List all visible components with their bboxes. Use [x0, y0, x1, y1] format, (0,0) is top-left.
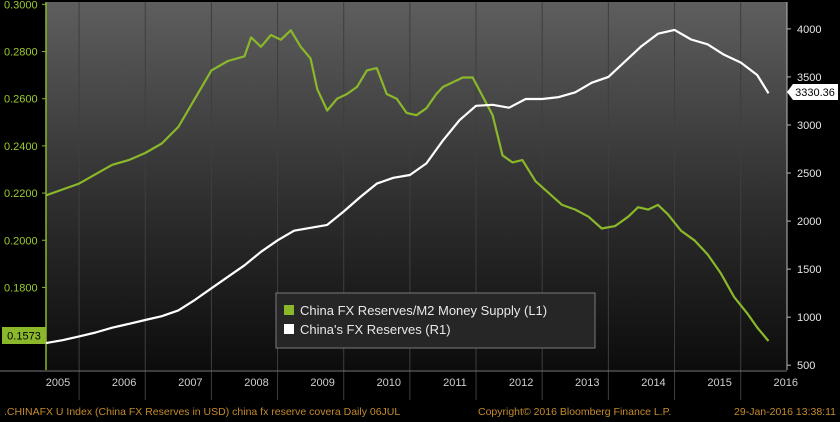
right-tick-label: 2500 — [797, 168, 821, 180]
legend: China FX Reserves/M2 Money Supply (L1) C… — [275, 292, 596, 349]
x-axis-ticks: 2005 2006 2007 2008 2009 2010 2011 2012 2013 2014… — [46, 377, 798, 389]
left-tick-label: 0.2600 — [4, 94, 38, 106]
left-tick-label: 0.2200 — [4, 188, 38, 200]
right-tick-label: 500 — [797, 360, 815, 372]
last-value-left: 0.1573 — [7, 331, 41, 343]
vertical-gridlines — [78, 2, 742, 400]
left-tick-label: 0.2800 — [4, 47, 38, 59]
right-tick-label: 4000 — [797, 24, 821, 36]
left-tick-label: 0.3000 — [4, 0, 38, 11]
x-tick-label: 2007 — [178, 377, 202, 389]
right-tick-label: 1500 — [797, 264, 821, 276]
legend-entry-fx-reserves: China's FX Reserves (R1) — [300, 322, 451, 337]
left-tick-label: 0.1800 — [4, 282, 38, 294]
series-line-fx-reserves — [45, 28, 770, 345]
footer-center: Copyright© 2016 Bloomberg Finance L.P. — [478, 406, 671, 418]
x-tick-label: 2015 — [707, 377, 731, 389]
footer-left: .CHINAFX U Index (China FX Reserves in U… — [4, 406, 400, 418]
legend-swatch-green — [284, 305, 294, 315]
right-tick-label: 3500 — [797, 72, 821, 84]
legend-swatch-white — [284, 324, 294, 334]
x-tick-label: 2006 — [112, 377, 136, 389]
x-tick-label: 2009 — [310, 377, 334, 389]
x-tick-label: 2008 — [244, 377, 268, 389]
footer-right: 29-Jan-2016 13:38:11 — [734, 406, 836, 418]
x-tick-label: 2016 — [774, 377, 798, 389]
last-value-badge-left: 0.1573 — [2, 327, 46, 344]
right-tick-label: 1000 — [797, 312, 821, 324]
x-tick-label: 2014 — [641, 377, 665, 389]
x-tick-label: 2013 — [575, 377, 599, 389]
x-tick-label: 2010 — [377, 377, 401, 389]
last-value-right: 3330.36 — [795, 87, 835, 99]
right-axis-ticks: 4000 3500 3000 2500 2000 1500 1000 500 — [787, 24, 821, 372]
left-tick-label: 0.2400 — [4, 141, 38, 153]
x-tick-label: 2011 — [443, 377, 467, 389]
series-line-fx-m2-ratio — [45, 29, 770, 342]
right-tick-label: 3000 — [797, 120, 821, 132]
right-tick-label: 2000 — [797, 216, 821, 228]
left-tick-label: 0.2000 — [4, 235, 38, 247]
x-tick-label: 2012 — [509, 377, 533, 389]
legend-entry-fx-m2: China FX Reserves/M2 Money Supply (L1) — [300, 303, 547, 318]
last-value-badge-right: 3330.36 — [787, 84, 838, 100]
left-axis-ticks: 0.3000 0.2800 0.2600 0.2400 0.2200 0.2000 0.18… — [4, 0, 46, 294]
x-tick-label: 2005 — [46, 377, 70, 389]
